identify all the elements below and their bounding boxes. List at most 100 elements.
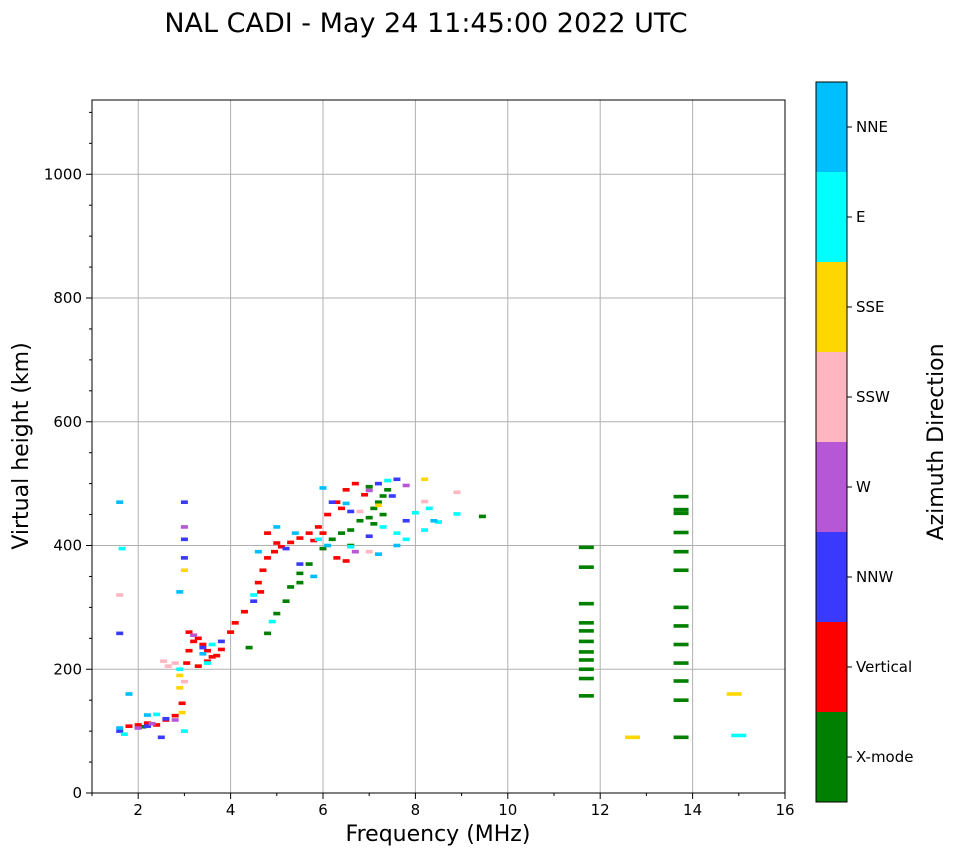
- y-tick-label: 1000: [44, 165, 82, 183]
- series-e: [118, 478, 747, 738]
- echo-point: [287, 585, 295, 589]
- echo-point: [282, 599, 290, 603]
- colorbar-label: X-mode: [856, 748, 913, 766]
- echo-point: [116, 500, 124, 504]
- series-vertical: [125, 481, 369, 728]
- echo-point: [143, 724, 151, 728]
- echo-point: [328, 537, 336, 542]
- echo-point: [217, 647, 225, 652]
- echo-point: [250, 599, 258, 603]
- echo-point: [673, 549, 689, 554]
- echo-point: [171, 718, 179, 722]
- echo-point: [125, 724, 133, 728]
- echo-point: [180, 729, 188, 733]
- echo-point: [421, 528, 429, 532]
- x-tick-label: 12: [591, 801, 610, 819]
- colorbar-segment: [816, 352, 847, 442]
- echo-point: [199, 645, 207, 650]
- echo-point: [379, 525, 387, 529]
- y-tick-label: 600: [53, 413, 82, 431]
- echo-point: [384, 478, 392, 483]
- echo-point: [180, 500, 188, 504]
- echo-point: [217, 639, 225, 644]
- series-w: [134, 483, 410, 730]
- y-tick-label: 800: [53, 289, 82, 307]
- x-tick-label: 4: [226, 801, 236, 819]
- echo-point: [176, 667, 184, 672]
- echo-point: [134, 726, 142, 730]
- plot-frame: [91, 99, 786, 794]
- colorbar-label: SSE: [856, 298, 885, 316]
- echo-point: [365, 534, 373, 539]
- echo-point: [430, 518, 438, 523]
- echo-point: [180, 537, 188, 542]
- echo-point: [305, 562, 313, 566]
- echo-point: [208, 642, 216, 647]
- echo-point: [171, 661, 179, 665]
- echo-point: [402, 483, 410, 488]
- echo-point: [314, 525, 322, 529]
- echo-point: [351, 481, 359, 486]
- plot-area: [92, 100, 785, 793]
- echo-point: [291, 531, 299, 535]
- echo-point: [578, 629, 594, 633]
- colorbar-label: NNW: [856, 568, 893, 586]
- echo-point: [356, 509, 364, 514]
- echo-point: [264, 631, 272, 636]
- echo-point: [351, 549, 359, 554]
- echo-point: [180, 568, 188, 573]
- echo-point: [356, 518, 364, 523]
- echo-point: [342, 488, 350, 492]
- echo-point: [435, 520, 442, 524]
- echo-point: [171, 713, 179, 718]
- echo-point: [118, 546, 126, 551]
- echo-point: [578, 621, 594, 625]
- echo-point: [143, 713, 151, 717]
- x-tick-label: 6: [318, 801, 328, 819]
- colorbar-label: Vertical: [856, 658, 912, 676]
- echo-point: [199, 651, 207, 656]
- echo-point: [143, 721, 151, 725]
- echo-point: [731, 733, 747, 738]
- echo-point: [726, 692, 742, 696]
- echo-point: [296, 536, 304, 540]
- series-nne: [116, 486, 438, 730]
- echo-point: [374, 481, 382, 486]
- colorbar: X-mode Vertical NNW W SSW SSE E NNE: [815, 81, 913, 803]
- echo-point: [370, 522, 378, 526]
- echo-point: [176, 673, 184, 678]
- echo-point: [402, 537, 410, 542]
- echo-point: [393, 477, 401, 482]
- echo-point: [425, 506, 433, 511]
- echo-point: [374, 503, 382, 508]
- echo-point: [324, 512, 332, 517]
- echo-point: [259, 568, 267, 573]
- echo-point: [180, 525, 188, 529]
- echo-point: [578, 565, 594, 569]
- echo-point: [116, 726, 124, 730]
- echo-point: [673, 661, 689, 665]
- echo-point: [342, 559, 350, 563]
- echo-point: [282, 546, 290, 551]
- echo-point: [148, 721, 156, 726]
- colorbar-label: NNE: [856, 118, 888, 136]
- echo-point: [270, 549, 278, 554]
- echo-point: [374, 500, 382, 504]
- echo-point: [453, 490, 461, 495]
- y-tick-label: 0: [72, 784, 82, 802]
- echo-point: [578, 676, 594, 681]
- echo-point: [384, 488, 392, 492]
- colorbar-segment: [816, 262, 847, 352]
- echo-point: [319, 486, 327, 490]
- echo-point: [264, 531, 272, 535]
- echo-point: [333, 500, 341, 504]
- echo-point: [361, 492, 369, 497]
- echo-point: [305, 531, 313, 535]
- echo-point: [273, 611, 281, 616]
- echo-point: [337, 531, 345, 535]
- echo-point: [342, 501, 350, 506]
- echo-point: [227, 630, 235, 634]
- echo-point: [264, 556, 272, 560]
- echo-point: [277, 544, 285, 549]
- colorbar-frame: [815, 81, 848, 803]
